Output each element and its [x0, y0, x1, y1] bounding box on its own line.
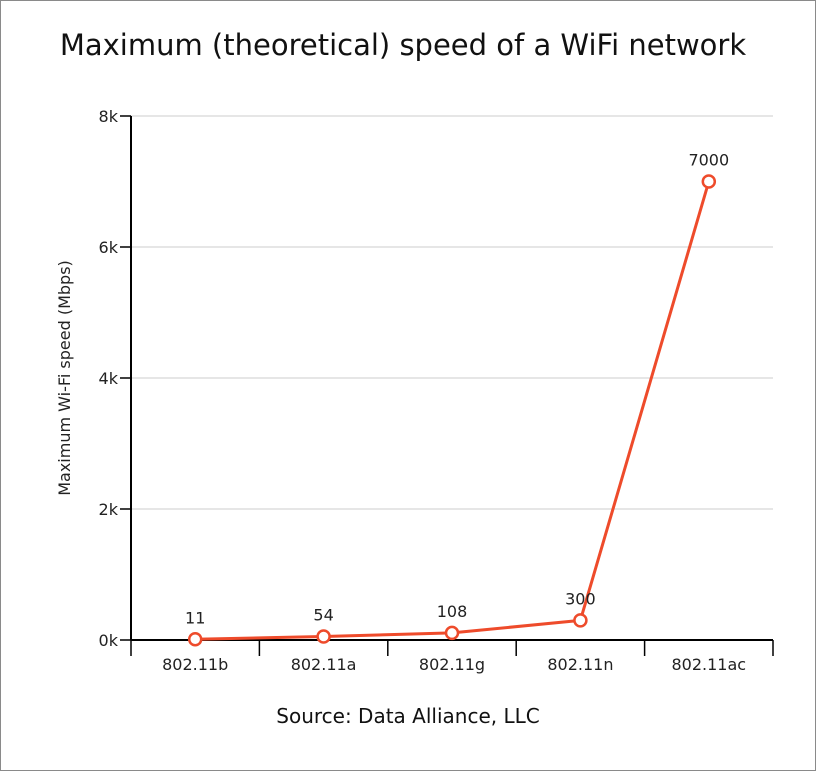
y-tick-label: 6k: [99, 238, 119, 257]
data-labels: 11 54 108 300 7000: [185, 151, 729, 628]
data-label: 108: [437, 602, 468, 621]
x-tick-label: 802.11g: [419, 655, 485, 674]
data-series: [187, 174, 717, 647]
data-point[interactable]: [316, 629, 331, 644]
gridlines: [131, 115, 773, 510]
y-axis-label: Maximum Wi-Fi speed (Mbps): [55, 260, 74, 496]
series-line: [195, 181, 711, 641]
data-label: 11: [185, 608, 205, 627]
chart-title: Maximum (theoretical) speed of a WiFi ne…: [59, 28, 747, 62]
chart-source: Source: Data Alliance, LLC: [276, 704, 540, 728]
data-label: 300: [565, 589, 596, 608]
data-point[interactable]: [187, 632, 203, 647]
x-tick-label: 802.11b: [162, 655, 228, 674]
y-tick-label: 0k: [99, 631, 119, 650]
x-tick-label: 802.11n: [547, 655, 613, 674]
data-label: 54: [313, 605, 333, 624]
y-tick-label: 2k: [99, 500, 119, 519]
x-tick-label: 802.11a: [291, 655, 357, 674]
axes: 0k 2k 4k 6k 8k 802.11b 802.11a 802.11g 802.11n 80…: [99, 107, 774, 674]
data-point[interactable]: [701, 174, 717, 189]
data-label: 7000: [688, 151, 729, 170]
y-tick-label: 8k: [99, 107, 119, 126]
data-point[interactable]: [444, 625, 460, 641]
data-point[interactable]: [573, 613, 588, 628]
y-tick-label: 4k: [99, 369, 119, 388]
x-tick-label: 802.11ac: [672, 655, 747, 674]
